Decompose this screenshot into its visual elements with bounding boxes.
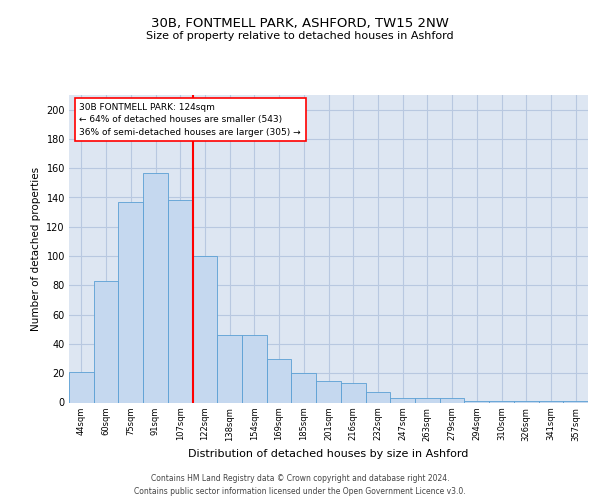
Bar (563, 401, 588, 402)
Bar (341, 384, 365, 402)
Bar (168, 200, 193, 402)
Text: 30B, FONTMELL PARK, ASHFORD, TW15 2NW: 30B, FONTMELL PARK, ASHFORD, TW15 2NW (151, 18, 449, 30)
Text: Size of property relative to detached houses in Ashford: Size of property relative to detached ho… (146, 31, 454, 41)
Y-axis label: Number of detached properties: Number of detached properties (31, 166, 41, 331)
Bar (489, 401, 514, 402)
Bar (464, 401, 489, 402)
Bar (193, 256, 217, 402)
Bar (69, 372, 94, 402)
Text: 30B FONTMELL PARK: 124sqm
← 64% of detached houses are smaller (543)
36% of semi: 30B FONTMELL PARK: 124sqm ← 64% of detac… (79, 102, 301, 136)
Bar (539, 401, 563, 402)
Bar (292, 373, 316, 402)
Text: Contains HM Land Registry data © Crown copyright and database right 2024.
Contai: Contains HM Land Registry data © Crown c… (134, 474, 466, 496)
Bar (242, 335, 267, 402)
Bar (390, 398, 415, 402)
Bar (440, 398, 464, 402)
X-axis label: Distribution of detached houses by size in Ashford: Distribution of detached houses by size … (188, 449, 469, 459)
Bar (217, 335, 242, 402)
Bar (365, 392, 390, 402)
Bar (267, 358, 292, 403)
Bar (118, 202, 143, 402)
Bar (94, 281, 118, 402)
Bar (143, 172, 168, 402)
Bar (415, 398, 440, 402)
Bar (514, 401, 539, 402)
Bar (316, 380, 341, 402)
